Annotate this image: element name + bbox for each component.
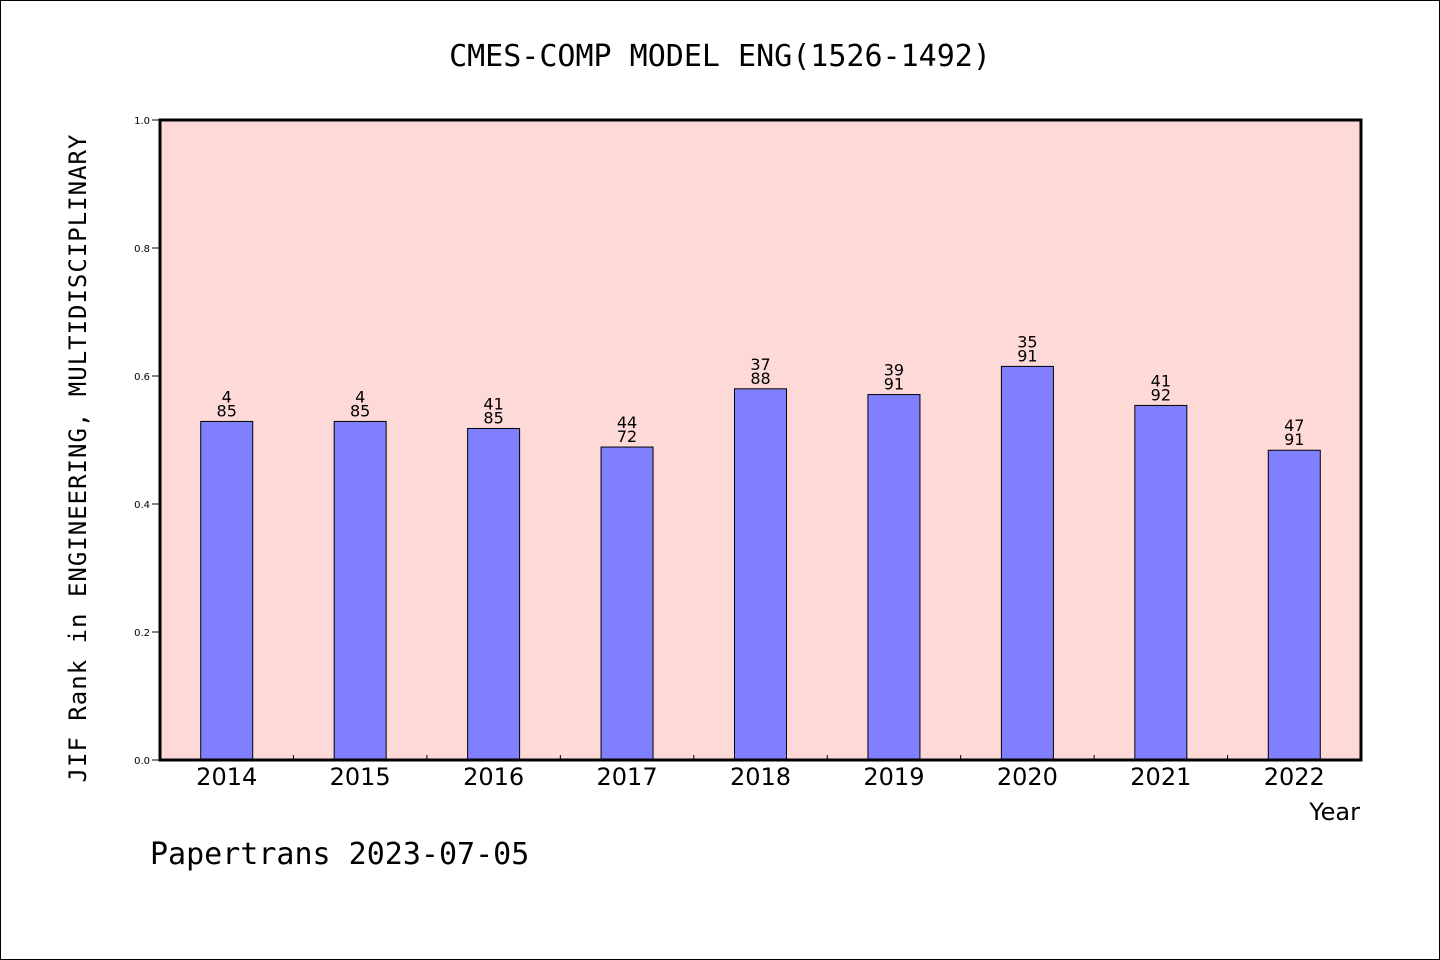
x-tick-label: 2015 bbox=[330, 763, 391, 791]
data-label-total: 85 bbox=[350, 401, 370, 420]
x-tick-label: 2020 bbox=[997, 763, 1058, 791]
data-label-rank: 39 bbox=[884, 361, 904, 380]
data-label-rank: 44 bbox=[617, 413, 637, 432]
x-tick-label: 2016 bbox=[463, 763, 524, 791]
bar-2019 bbox=[867, 394, 921, 761]
data-label-rank: 37 bbox=[750, 355, 770, 374]
bar-2017 bbox=[600, 446, 654, 761]
y-tick-label: 0.0 bbox=[134, 756, 150, 767]
footer-credit: Papertrans 2023-07-05 bbox=[150, 837, 529, 872]
data-label-rank: 41 bbox=[483, 394, 503, 413]
x-tick-label: 2017 bbox=[597, 763, 658, 791]
y-axis-label: JIF Rank in ENGINEERING, MULTIDISCIPLINA… bbox=[64, 134, 92, 783]
x-tick-label: 2018 bbox=[730, 763, 791, 791]
data-label-total: 72 bbox=[617, 427, 637, 446]
data-label-rank: 47 bbox=[1284, 416, 1304, 435]
data-label-total: 91 bbox=[1284, 430, 1304, 449]
y-tick-label: 1.0 bbox=[134, 116, 150, 127]
y-tick-label: 0.2 bbox=[134, 628, 150, 639]
y-tick-label: 0.8 bbox=[134, 244, 150, 255]
bar-2018 bbox=[734, 388, 787, 761]
data-label-total: 91 bbox=[884, 375, 904, 394]
x-tick-label: 2019 bbox=[863, 763, 924, 791]
data-label-rank: 4 bbox=[355, 387, 365, 406]
y-tick-label: 0.6 bbox=[134, 372, 150, 383]
chart-title: CMES-COMP MODEL ENG(1526-1492) bbox=[449, 39, 991, 74]
data-label-total: 91 bbox=[1017, 346, 1037, 365]
x-tick-label: 2014 bbox=[196, 763, 257, 791]
data-label-total: 88 bbox=[750, 369, 770, 388]
bars-group bbox=[200, 365, 1321, 761]
x-tick-label: 2022 bbox=[1264, 763, 1325, 791]
data-label-rank: 41 bbox=[1151, 371, 1171, 390]
bar-2016 bbox=[467, 427, 521, 761]
x-tick-label: 2021 bbox=[1130, 763, 1191, 791]
data-label-total: 85 bbox=[483, 408, 503, 427]
data-label-total: 92 bbox=[1151, 385, 1171, 404]
data-label-rank: 35 bbox=[1017, 332, 1037, 351]
bar-2020 bbox=[1000, 365, 1054, 761]
x-axis-label: Year bbox=[1308, 798, 1360, 826]
bar-2022 bbox=[1267, 449, 1321, 761]
data-label-total: 85 bbox=[217, 401, 237, 420]
bar-2015 bbox=[333, 420, 387, 761]
plot-border bbox=[158, 118, 1363, 762]
x-axis-tick-labels: 2014 2015 2016 2017 2018 2019 2020 2021 2022 bbox=[196, 763, 1325, 791]
y-tick-label: 0.4 bbox=[134, 500, 150, 511]
y-axis-ticks: 0.0 0.2 0.4 0.6 0.8 1.0 bbox=[134, 116, 160, 767]
data-label-rank: 4 bbox=[222, 387, 232, 406]
bar-2014 bbox=[200, 420, 254, 761]
bar-2021 bbox=[1134, 404, 1188, 761]
